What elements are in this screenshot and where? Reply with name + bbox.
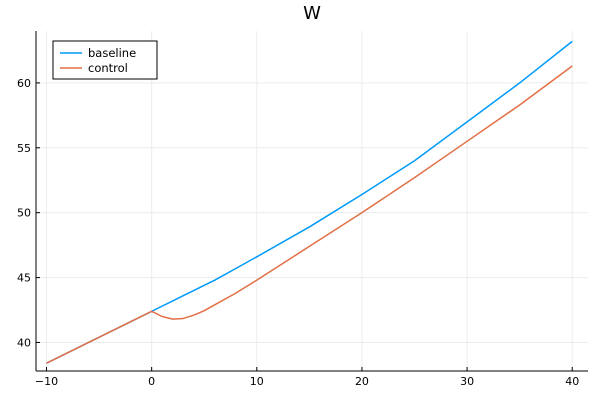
x-tick-label: 10 [250, 375, 264, 388]
legend-box [52, 40, 158, 80]
y-tick-label: 45 [17, 272, 31, 285]
series-line-baseline [46, 40, 573, 364]
chart-title: W [303, 3, 321, 24]
x-tick-label: 20 [355, 375, 369, 388]
x-tick-label: 0 [148, 375, 155, 388]
axes: −10 0 10 20 30 40 40 45 50 55 60 [17, 31, 588, 388]
legend-label-control: control [88, 61, 128, 75]
grid [36, 31, 588, 371]
x-tick-label: 30 [460, 375, 474, 388]
y-tick-label: 40 [17, 336, 31, 349]
y-tick-label: 60 [17, 77, 31, 90]
x-tick-label: −10 [35, 375, 58, 388]
y-tick-label: 50 [17, 207, 31, 220]
legend: baseline control [52, 40, 158, 80]
series-lines [46, 40, 573, 364]
x-tick-label: 40 [565, 375, 579, 388]
legend-label-baseline: baseline [88, 46, 136, 60]
y-tick-label: 55 [17, 142, 31, 155]
series-line-control [46, 65, 573, 364]
